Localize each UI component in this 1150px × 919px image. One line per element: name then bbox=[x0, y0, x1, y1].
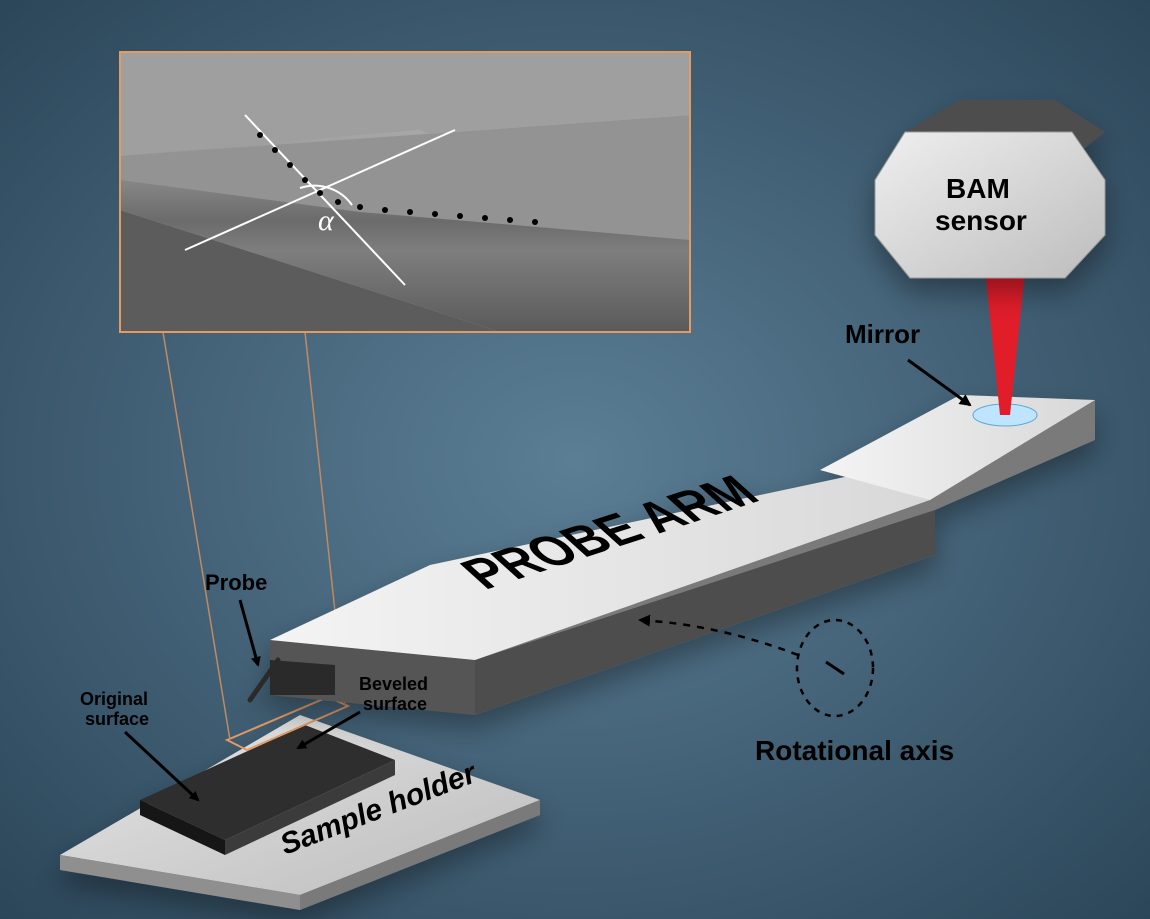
original-surface-label-2: surface bbox=[85, 709, 149, 729]
probe-label: Probe bbox=[205, 570, 267, 595]
beveled-surface-label-2: surface bbox=[363, 694, 427, 714]
beveled-surface-label-1: Beveled bbox=[359, 674, 428, 694]
rotational-axis-label: Rotational axis bbox=[755, 735, 954, 766]
bam-sensor-label-line1: BAM bbox=[946, 173, 1010, 204]
diagram-canvas: Sample holder PROBE ARM BAM sensor bbox=[0, 0, 1150, 919]
bam-sensor-label-line2: sensor bbox=[935, 205, 1027, 236]
mirror-label: Mirror bbox=[845, 319, 920, 349]
alpha-label: α bbox=[318, 204, 335, 237]
inset: α bbox=[120, 52, 690, 332]
original-surface-label-1: Original bbox=[80, 689, 148, 709]
